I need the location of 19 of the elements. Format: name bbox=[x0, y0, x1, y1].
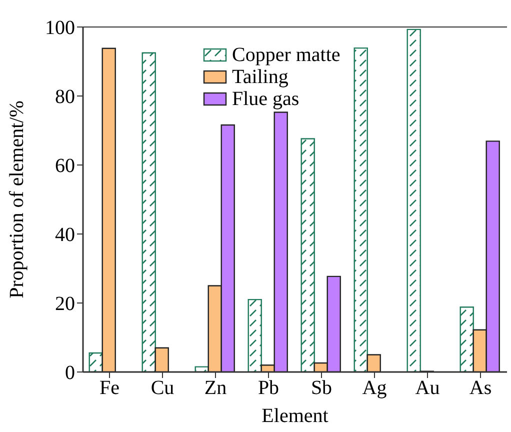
x-axis-title: Element bbox=[262, 405, 329, 427]
x-tick-label: Pb bbox=[258, 377, 280, 400]
y-tick-label: 100 bbox=[45, 17, 75, 40]
x-tick-label: As bbox=[469, 377, 492, 400]
y-tick-label: 40 bbox=[55, 224, 75, 246]
x-tick-label: Fe bbox=[100, 377, 120, 400]
legend-label: Copper matte bbox=[232, 44, 340, 66]
y-axis-title: Proportion of element/% bbox=[6, 100, 28, 298]
x-tick-label: Zn bbox=[204, 377, 227, 400]
legend-label: Tailing bbox=[232, 66, 288, 88]
x-tick-label: Au bbox=[415, 377, 440, 400]
y-tick-label: 80 bbox=[55, 86, 75, 108]
legend-label: Flue gas bbox=[232, 88, 300, 110]
x-tick-label: Sb bbox=[310, 377, 332, 400]
y-tick-label: 0 bbox=[65, 362, 75, 384]
y-tick-label: 60 bbox=[55, 155, 75, 178]
x-tick-label: Ag bbox=[362, 377, 387, 400]
x-tick-label: Cu bbox=[150, 377, 174, 400]
y-tick-label: 20 bbox=[55, 293, 75, 316]
